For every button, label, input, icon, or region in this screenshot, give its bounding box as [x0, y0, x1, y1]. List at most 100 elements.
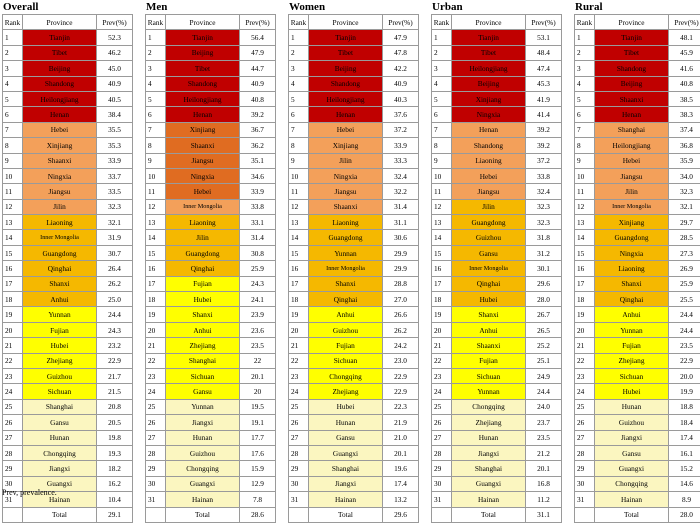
- rank-cell: 3: [575, 61, 595, 76]
- province-cell: Chongqing: [166, 461, 240, 476]
- rank-cell: 18: [3, 292, 23, 307]
- prev-cell: 37.4: [669, 122, 700, 137]
- rank-cell: 19: [3, 307, 23, 322]
- province-cell: Jilin: [23, 199, 97, 214]
- prev-cell: 28.8: [383, 276, 419, 291]
- total-rank-cell: [289, 507, 309, 522]
- rank-cell: 16: [432, 261, 452, 276]
- province-cell: Tianjin: [23, 30, 97, 45]
- rank-cell: 19: [289, 307, 309, 322]
- province-cell: Yunnan: [23, 307, 97, 322]
- prev-cell: 18.8: [669, 399, 700, 414]
- province-cell: Heilongjiang: [309, 91, 383, 106]
- rank-cell: 4: [575, 76, 595, 91]
- total-row: Total 28.0: [575, 507, 700, 522]
- province-cell: Fujian: [452, 353, 526, 368]
- rank-cell: 8: [575, 138, 595, 153]
- rank-cell: 11: [432, 184, 452, 199]
- province-cell: Guangxi: [309, 445, 383, 460]
- province-cell: Zhejiang: [595, 353, 669, 368]
- prev-cell: 32.2: [383, 184, 419, 199]
- province-cell: Zhejiang: [309, 384, 383, 399]
- prev-cell: 29.9: [383, 261, 419, 276]
- rank-cell: 3: [146, 61, 166, 76]
- rank-cell: 3: [289, 61, 309, 76]
- prev-cell: 46.2: [97, 45, 133, 60]
- province-cell: Jiangsu: [452, 184, 526, 199]
- table-header-row: Rank Province Prev(%): [146, 15, 276, 30]
- prev-cell: 26.6: [383, 307, 419, 322]
- prev-cell: 27.3: [669, 245, 700, 260]
- province-cell: Hunan: [166, 430, 240, 445]
- prev-cell: 32.4: [383, 168, 419, 183]
- total-rank-cell: [146, 507, 166, 522]
- province-cell: Shaanxi: [452, 338, 526, 353]
- total-label: Total: [166, 507, 240, 522]
- rank-cell: 30: [575, 476, 595, 491]
- prev-cell: 21.5: [97, 384, 133, 399]
- rank-cell: 10: [575, 168, 595, 183]
- rank-cell: 26: [3, 415, 23, 430]
- total-value: 28.6: [240, 507, 276, 522]
- rank-cell: 6: [432, 107, 452, 122]
- province-cell: Ningxia: [166, 168, 240, 183]
- rank-cell: 25: [289, 399, 309, 414]
- province-cell: Shaanxi: [595, 91, 669, 106]
- province-cell: Anhui: [166, 322, 240, 337]
- province-cell: Inner Mongolia: [23, 230, 97, 245]
- province-cell: Shandong: [309, 76, 383, 91]
- province-cell: Fujian: [309, 338, 383, 353]
- rank-cell: 8: [146, 138, 166, 153]
- prev-cell: 33.5: [97, 184, 133, 199]
- rank-cell: 21: [432, 338, 452, 353]
- prev-cell: 16.8: [526, 476, 562, 491]
- province-cell: Shanxi: [452, 307, 526, 322]
- prev-cell: 23.5: [240, 338, 276, 353]
- prev-header: Prev(%): [240, 15, 276, 30]
- prev-cell: 26.9: [669, 261, 700, 276]
- prev-cell: 40.8: [669, 76, 700, 91]
- prev-cell: 23.5: [669, 338, 700, 353]
- province-header: Province: [309, 15, 383, 30]
- prev-cell: 22.3: [383, 399, 419, 414]
- total-label: Total: [23, 507, 97, 522]
- rank-cell: 9: [575, 153, 595, 168]
- province-cell: Anhui: [595, 307, 669, 322]
- province-cell: Tibet: [166, 61, 240, 76]
- rank-cell: 13: [3, 215, 23, 230]
- province-cell: Hainan: [595, 492, 669, 507]
- prev-cell: 15.2: [669, 461, 700, 476]
- total-row: Total 29.6: [289, 507, 419, 522]
- rank-cell: 5: [432, 91, 452, 106]
- rank-cell: 20: [289, 322, 309, 337]
- total-label: Total: [309, 507, 383, 522]
- prev-cell: 19.6: [383, 461, 419, 476]
- rank-cell: 22: [3, 353, 23, 368]
- rank-cell: 6: [3, 107, 23, 122]
- prev-cell: 32.3: [97, 199, 133, 214]
- province-cell: Jilin: [309, 153, 383, 168]
- rank-cell: 29: [575, 461, 595, 476]
- prev-cell: 24.1: [240, 292, 276, 307]
- total-row: Total 28.6: [146, 507, 276, 522]
